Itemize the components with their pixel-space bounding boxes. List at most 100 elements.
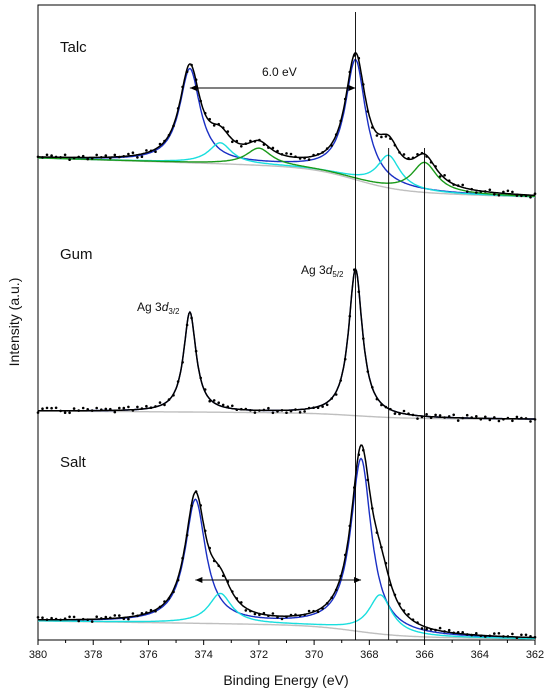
data-point-salt xyxy=(176,578,180,582)
data-point-talc xyxy=(86,157,89,161)
data-point-talc xyxy=(475,191,478,194)
data-point-salt xyxy=(425,627,428,631)
data-point-salt xyxy=(72,615,76,619)
data-point-salt xyxy=(100,617,103,620)
data-point-talc xyxy=(511,190,514,194)
data-point-salt xyxy=(267,614,270,617)
data-point-salt xyxy=(199,504,202,507)
data-point-talc xyxy=(90,157,94,160)
data-point-talc xyxy=(276,149,279,153)
data-point-talc xyxy=(59,156,62,159)
data-point-salt xyxy=(515,636,519,639)
data-point-talc xyxy=(343,97,347,101)
data-point-salt xyxy=(456,631,460,634)
data-point-talc xyxy=(348,70,352,74)
data-point-talc xyxy=(402,153,406,156)
data-point-gum xyxy=(398,412,401,416)
data-point-talc xyxy=(353,54,356,57)
data-point-gum xyxy=(158,401,162,404)
data-point-gum xyxy=(280,409,284,412)
data-point-gum xyxy=(524,417,528,420)
split-arrow-salt-head-left xyxy=(195,577,203,583)
data-point-salt xyxy=(307,609,311,613)
plot-frame xyxy=(37,4,536,641)
data-point-salt xyxy=(122,617,126,621)
data-point-talc xyxy=(131,151,135,154)
x-tick-label: 380 xyxy=(29,649,47,661)
peak-label-ag3d52: Ag 3d5/2 xyxy=(301,263,344,279)
data-point-gum xyxy=(529,420,532,423)
data-point-salt xyxy=(312,609,315,613)
data-point-talc xyxy=(461,183,465,187)
data-point-salt xyxy=(258,613,261,617)
data-point-talc xyxy=(194,78,198,81)
data-point-gum xyxy=(45,406,49,410)
data-point-salt xyxy=(172,590,175,594)
data-point-gum xyxy=(411,413,415,417)
data-point-talc xyxy=(72,156,76,160)
data-point-gum xyxy=(353,268,356,272)
x-tick-label: 374 xyxy=(194,649,212,661)
data-point-salt xyxy=(493,632,496,635)
data-point-gum xyxy=(357,290,361,294)
envelope-talc xyxy=(38,51,536,197)
data-point-salt xyxy=(289,613,293,617)
envelope-gum xyxy=(38,267,535,420)
data-point-gum xyxy=(68,411,71,415)
data-point-talc xyxy=(145,149,148,152)
data-point-gum xyxy=(185,323,189,327)
data-point-gum xyxy=(176,380,180,383)
data-point-gum xyxy=(163,403,166,407)
data-point-salt xyxy=(411,618,415,621)
x-tick-label: 372 xyxy=(250,649,268,661)
data-point-gum xyxy=(461,416,465,420)
data-point-salt xyxy=(240,601,243,604)
data-point-gum xyxy=(493,416,496,419)
data-point-gum xyxy=(465,413,469,417)
data-point-gum xyxy=(262,408,266,412)
data-point-salt xyxy=(118,614,121,617)
x-tick-label: 364 xyxy=(471,649,489,661)
data-point-gum xyxy=(231,404,234,408)
data-point-gum xyxy=(470,416,474,419)
data-point-gum xyxy=(416,417,419,420)
data-point-talc xyxy=(393,143,397,147)
data-point-gum xyxy=(334,393,338,396)
data-point-talc xyxy=(285,152,288,155)
main-component-gum xyxy=(38,267,535,420)
data-point-talc xyxy=(113,153,117,157)
data-point-gum xyxy=(104,407,108,411)
data-point-salt xyxy=(353,486,356,489)
data-point-talc xyxy=(167,133,171,137)
data-point-gum xyxy=(362,337,365,340)
data-point-salt xyxy=(113,614,117,617)
data-point-gum xyxy=(506,416,510,420)
data-point-gum xyxy=(434,413,437,417)
data-point-gum xyxy=(72,407,76,410)
data-point-gum xyxy=(140,407,144,410)
data-point-talc xyxy=(104,154,108,157)
data-point-gum xyxy=(389,407,392,411)
data-point-salt xyxy=(479,634,483,638)
data-point-gum xyxy=(59,409,62,413)
data-point-talc xyxy=(506,189,510,193)
data-point-talc xyxy=(529,196,532,199)
data-point-salt xyxy=(520,633,523,637)
y-axis-label: Intensity (a.u.) xyxy=(6,278,22,367)
data-point-talc xyxy=(456,184,460,187)
data-point-talc xyxy=(325,147,329,150)
data-point-gum xyxy=(267,406,270,410)
data-point-salt xyxy=(167,597,171,600)
data-point-gum xyxy=(199,376,202,380)
data-point-talc xyxy=(36,155,40,159)
data-point-talc xyxy=(479,190,483,193)
data-point-salt xyxy=(235,597,239,600)
data-point-salt xyxy=(465,633,469,636)
split-arrow-salt-head-right xyxy=(354,577,362,583)
data-point-gum xyxy=(321,405,324,408)
data-point-gum xyxy=(86,408,89,411)
data-point-salt xyxy=(371,507,374,510)
data-point-talc xyxy=(208,117,211,121)
data-point-salt xyxy=(262,611,266,615)
